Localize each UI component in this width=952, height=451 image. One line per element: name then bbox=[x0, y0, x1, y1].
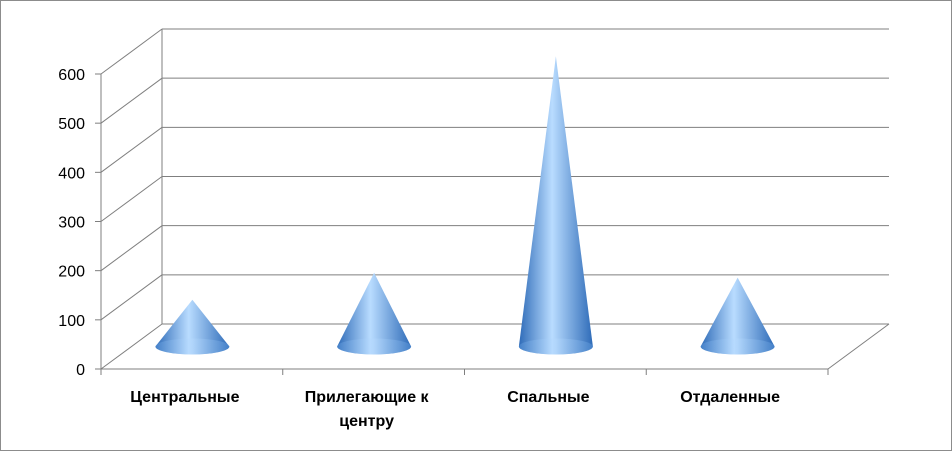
gridline-side bbox=[100, 77, 163, 124]
x-category-label: Отдаленные bbox=[680, 389, 780, 406]
x-category-label: Прилегающие к центру bbox=[305, 389, 430, 430]
cone-3 bbox=[518, 56, 593, 355]
cone-body bbox=[700, 277, 775, 355]
cone-2 bbox=[337, 272, 412, 355]
y-axis-ticks: 0 100 200 300 400 500 600 bbox=[58, 67, 829, 379]
x-category-label-line: центру bbox=[339, 413, 394, 430]
y-tick-label: 500 bbox=[58, 116, 85, 133]
cone-base-highlight bbox=[337, 338, 412, 355]
y-tick-label: 400 bbox=[58, 165, 85, 182]
cone-base-highlight bbox=[518, 338, 593, 355]
x-category-label-line: Спальные bbox=[507, 389, 589, 406]
y-tick-label: 100 bbox=[58, 313, 85, 330]
y-tick-label: 0 bbox=[76, 362, 85, 379]
x-category-label-line: Отдаленные bbox=[680, 389, 780, 406]
cone-base-highlight bbox=[155, 338, 230, 355]
cones bbox=[155, 56, 775, 355]
cone-4 bbox=[700, 277, 775, 355]
y-tick-label: 200 bbox=[58, 264, 85, 281]
gridline-side bbox=[100, 274, 163, 321]
cone-body bbox=[337, 272, 412, 355]
y-tick-label: 300 bbox=[58, 215, 85, 232]
x-category-label: Центральные bbox=[130, 389, 239, 406]
y-tick-label: 600 bbox=[58, 67, 85, 84]
chart-walls bbox=[100, 29, 890, 370]
x-category-label-line: Центральные bbox=[130, 389, 239, 406]
gridlines bbox=[100, 28, 889, 370]
cone-base-highlight bbox=[700, 338, 775, 355]
x-category-label: Спальные bbox=[507, 389, 589, 406]
cone-body bbox=[518, 56, 593, 355]
x-axis-labels: Центральные Прилегающие к центру Спальные От… bbox=[130, 389, 780, 430]
gridline-side bbox=[100, 323, 163, 370]
x-category-label-line: Прилегающие к bbox=[305, 389, 430, 406]
gridline-side bbox=[100, 225, 163, 272]
gridline-side bbox=[100, 176, 163, 222]
cone-1 bbox=[155, 299, 230, 355]
gridline-side bbox=[100, 28, 163, 75]
gridline-side bbox=[100, 126, 163, 173]
floor-right-edge bbox=[827, 323, 890, 370]
